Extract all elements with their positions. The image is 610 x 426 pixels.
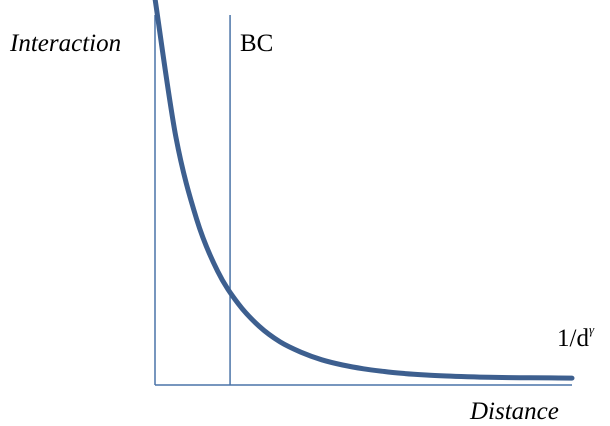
- series-label: 1/dγ: [557, 322, 595, 352]
- bc-label: BC: [240, 30, 273, 57]
- x-axis-label: Distance: [469, 398, 559, 425]
- series-label-exponent: γ: [589, 322, 595, 337]
- decay-curve: [152, 0, 575, 381]
- y-axis-label: Interaction: [9, 30, 121, 57]
- series-label-base: 1/d: [557, 325, 589, 352]
